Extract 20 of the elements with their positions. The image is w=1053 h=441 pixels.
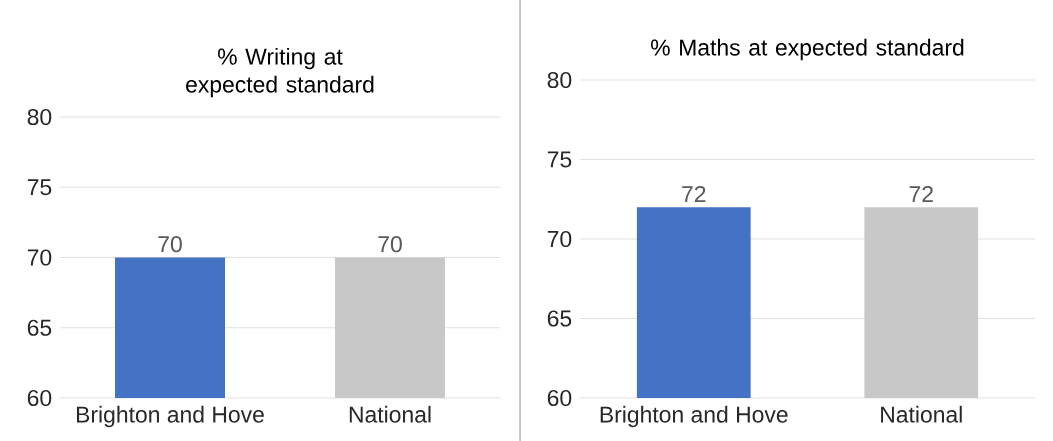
data-label: 72: [909, 186, 933, 202]
data-label: 70: [158, 236, 182, 253]
y-tick-label: 60: [27, 389, 52, 407]
x-tick-label: Brighton and Hove: [76, 405, 264, 428]
data-label: 72: [682, 186, 706, 202]
y-tick-label: 80: [27, 108, 52, 126]
y-tick-label: 70: [547, 230, 572, 248]
y-tick-label: 75: [27, 179, 52, 196]
chart-title: % Maths at expected standard: [651, 38, 964, 61]
y-tick-label: 70: [27, 249, 52, 266]
chart-title: % Writing at expected standard: [186, 47, 374, 98]
data-label: 70: [378, 236, 402, 253]
y-tick-label: 65: [547, 310, 572, 327]
x-tick-label: National: [349, 405, 431, 423]
y-tick-label: 65: [27, 319, 52, 336]
y-tick-label: 80: [547, 71, 572, 89]
y-tick-label: 75: [547, 151, 572, 168]
x-tick-label: Brighton and Hove: [600, 405, 788, 428]
x-tick-label: National: [881, 405, 962, 423]
y-tick-label: 60: [547, 389, 572, 407]
